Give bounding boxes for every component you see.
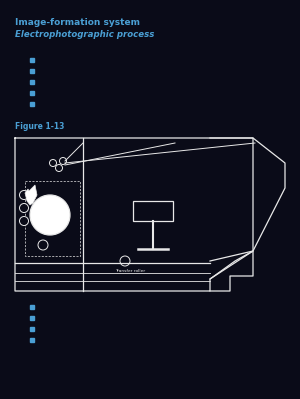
Bar: [133, 201, 173, 221]
Circle shape: [38, 240, 48, 250]
Circle shape: [30, 195, 70, 235]
Circle shape: [56, 164, 62, 172]
Polygon shape: [15, 138, 253, 291]
Polygon shape: [210, 138, 285, 261]
Bar: [30, 91, 34, 95]
Circle shape: [50, 160, 56, 166]
Text: Electrophotographic process: Electrophotographic process: [15, 30, 154, 39]
Bar: [30, 305, 34, 309]
Circle shape: [20, 190, 28, 200]
Bar: [30, 327, 34, 331]
Circle shape: [59, 158, 67, 164]
Bar: [30, 58, 34, 62]
Text: Figure 1-13: Figure 1-13: [15, 122, 64, 131]
Bar: [30, 102, 34, 106]
Circle shape: [120, 256, 130, 266]
Text: Image-formation system: Image-formation system: [15, 18, 140, 27]
Bar: [25, 181, 80, 256]
Polygon shape: [210, 251, 253, 291]
Bar: [30, 316, 34, 320]
Bar: [30, 80, 34, 84]
Bar: [30, 338, 34, 342]
Text: Transfer roller: Transfer roller: [115, 269, 145, 273]
Polygon shape: [25, 185, 37, 205]
Circle shape: [20, 217, 28, 225]
Bar: [30, 69, 34, 73]
Circle shape: [20, 203, 28, 213]
